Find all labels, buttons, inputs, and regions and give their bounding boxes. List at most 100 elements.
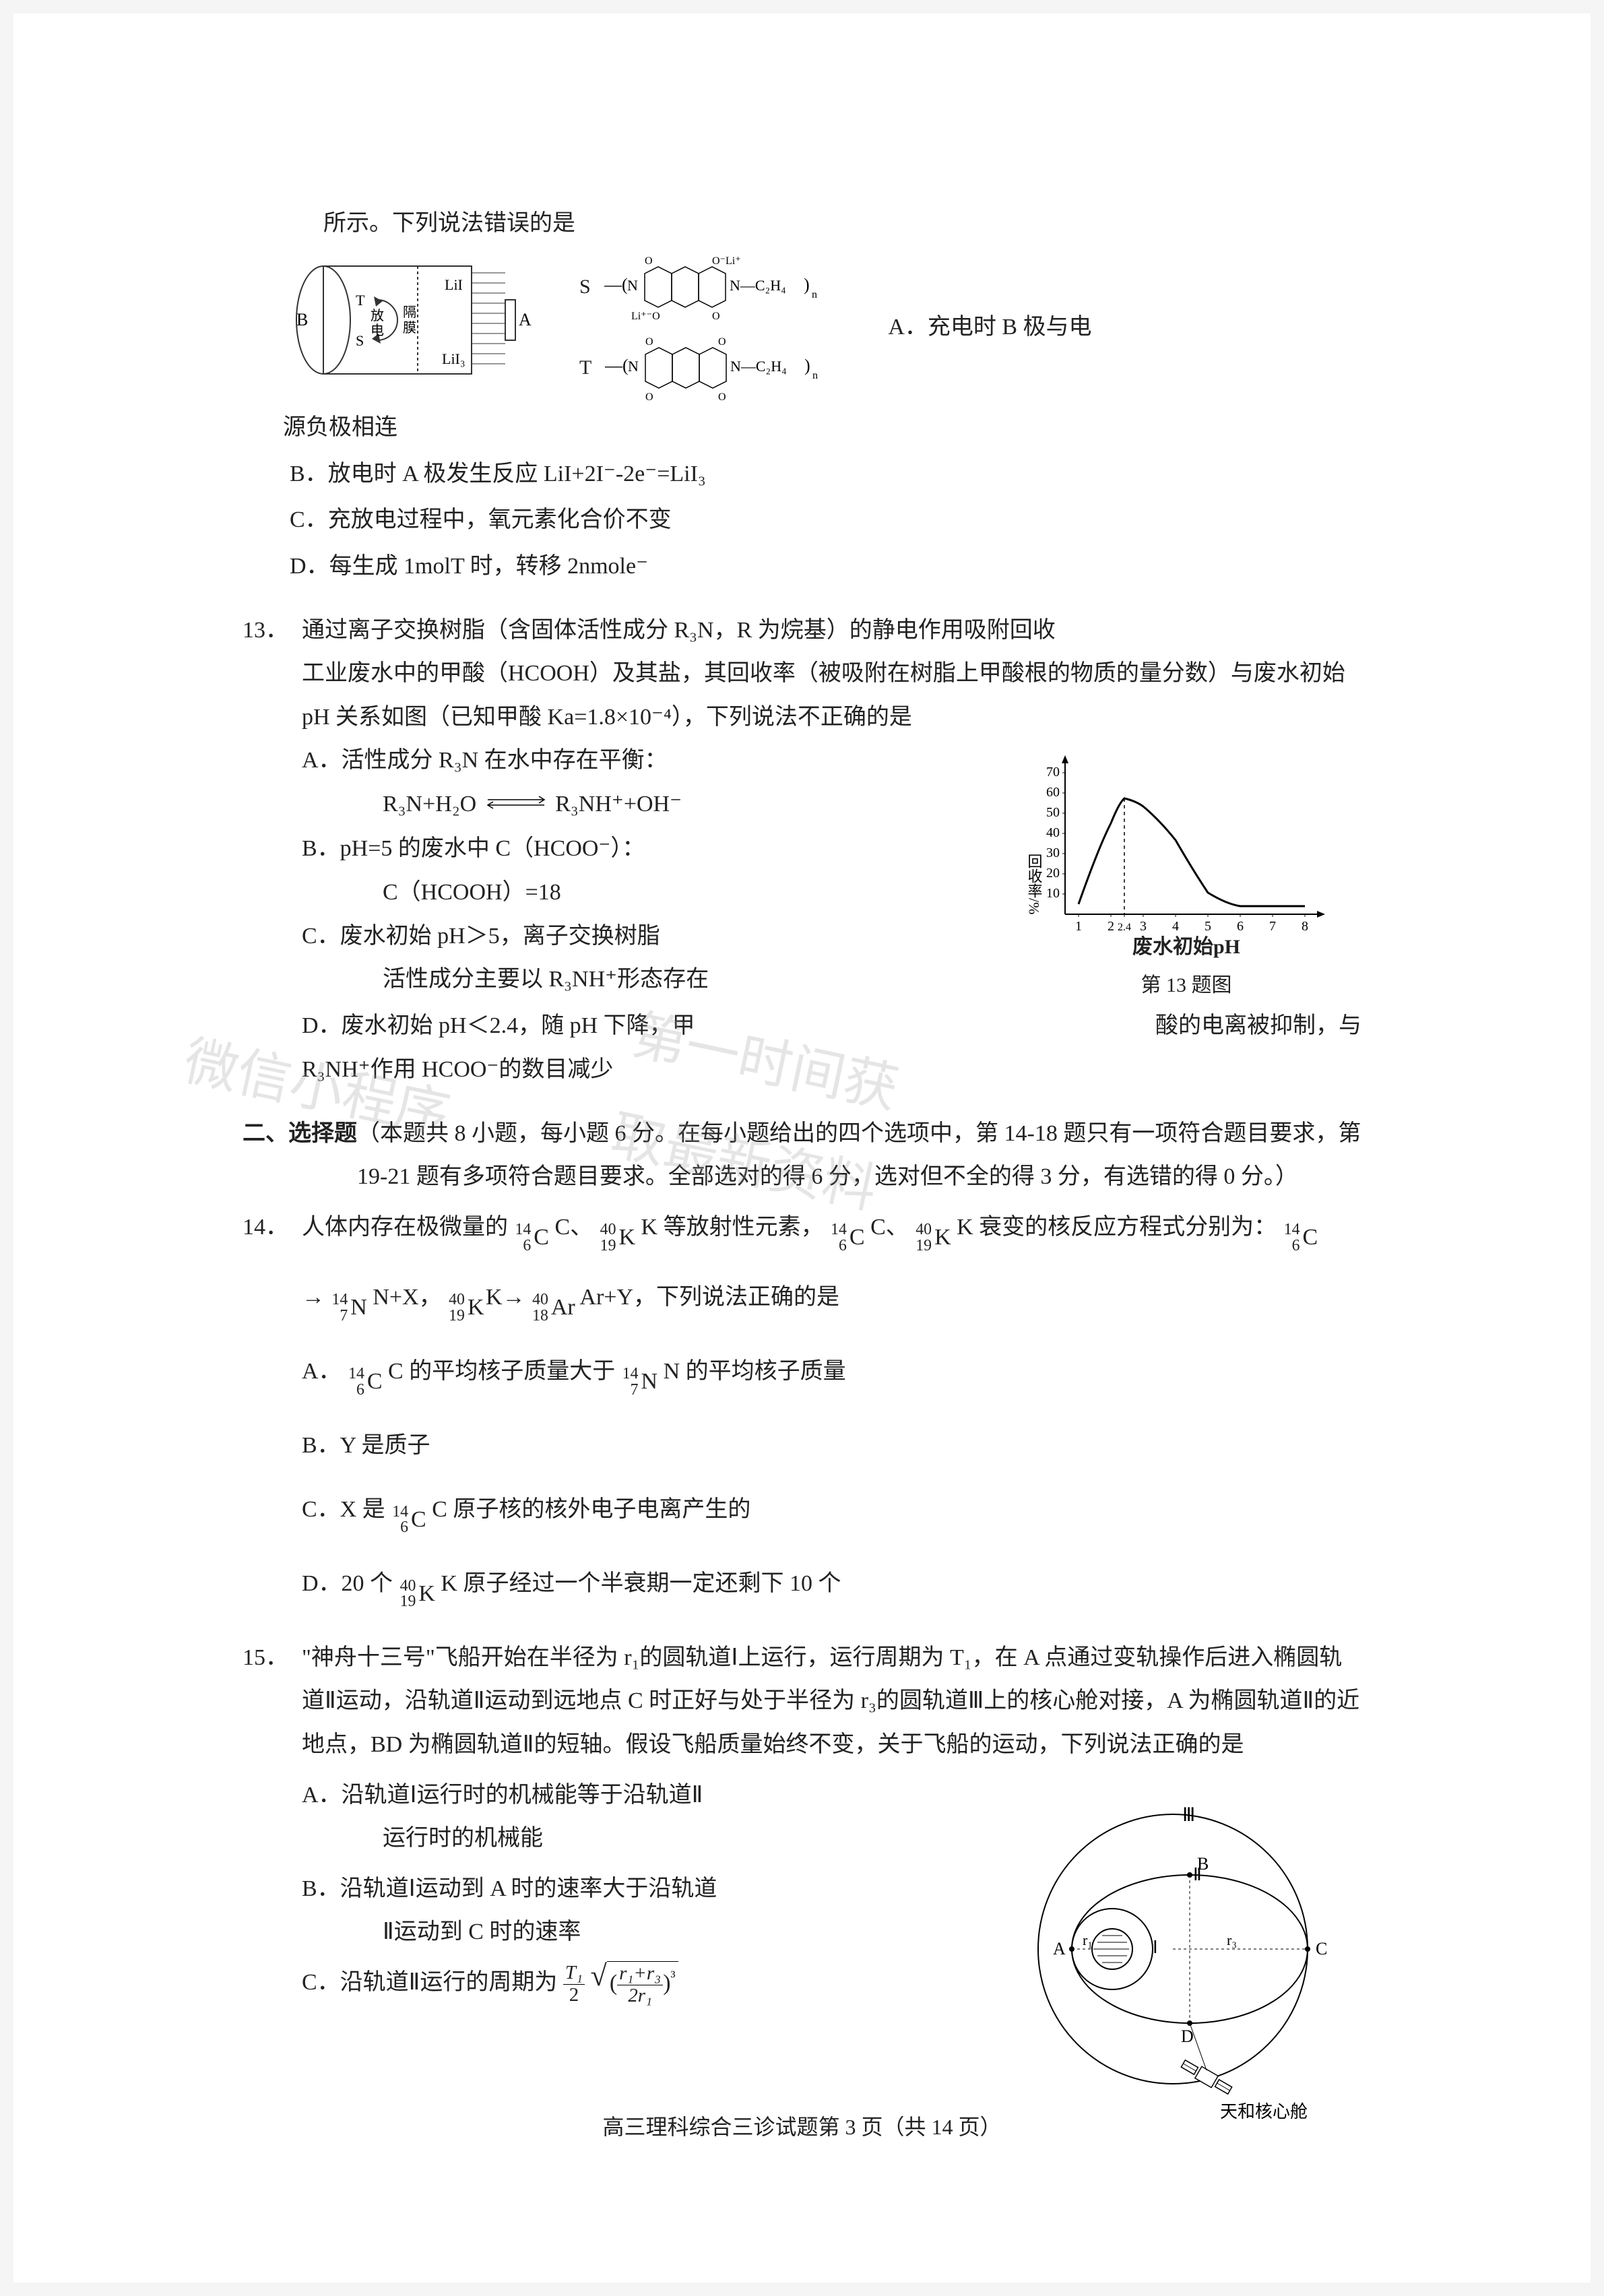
- svg-text:6: 6: [1237, 919, 1244, 934]
- q15-optB1: B．沿轨道Ⅰ运动到 A 时的速率大于沿轨道: [302, 1868, 998, 1911]
- q13-optD1: D．废水初始 pH＜2.4，随 pH 下降，甲: [302, 1004, 695, 1048]
- svg-text:4: 4: [1172, 919, 1179, 934]
- q12-figure-row: B A T S LiI LiI₃ 隔 膜 放 电: [283, 253, 1361, 403]
- svg-text:70: 70: [1046, 765, 1060, 779]
- q13-optA-eq: R₃N+H₂O R₃NH⁺+OH⁻: [302, 783, 998, 828]
- svg-text:C: C: [1316, 1939, 1327, 1958]
- q14-stem-line2: → 147N N+X， 4019K K→ 4018Ar Ar+Y，下列说法正确的…: [302, 1276, 1361, 1330]
- q12-block: 所示。下列说法错误的是 B A T S LiI LiI₃ 隔: [243, 202, 1361, 589]
- battery-discharge-label2: 电: [371, 323, 384, 338]
- q12-molecule-diagrams: S —( N O O⁻Li⁺ Li⁺⁻O O N—C₂H₄ ) n: [579, 253, 861, 402]
- svg-text:O: O: [645, 336, 653, 348]
- q14-stem-line1: 人体内存在极微量的 146C C、 4019K K 等放射性元素， 146C C…: [302, 1206, 1361, 1260]
- svg-text:O: O: [712, 311, 720, 321]
- svg-text:40: 40: [1046, 825, 1060, 840]
- q14-optA: A． 146C C 的平均核子质量大于 147N N 的平均核子质量: [302, 1350, 1361, 1404]
- q15-block: 15． "神舟十三号"飞船开始在半径为 r₁的圆轨道Ⅰ上运行，运行周期为 T₁，…: [243, 1636, 1361, 2104]
- q14-block: 14． 人体内存在极微量的 146C C、 4019K K 等放射性元素， 14…: [243, 1206, 1361, 1616]
- q13-stem1: 通过离子交换树脂（含固体活性成分 R₃N，R 为烷基）的静电作用吸附回收: [302, 609, 1361, 653]
- q12-optC: C．充放电过程中，氧元素化合价不变: [243, 499, 1361, 542]
- q15-stem: "神舟十三号"飞船开始在半径为 r₁的圆轨道Ⅰ上运行，运行周期为 T₁，在 A …: [302, 1636, 1361, 1767]
- q13-chart: 10 20 30 40 50 60 70 1: [1025, 746, 1335, 921]
- battery-S-label: S: [356, 332, 364, 349]
- q15-optC: C．沿轨道Ⅱ运行的周期为 T₁ 2 √ ( r₁+r₃ 2r₁: [302, 1961, 998, 2007]
- q13-stem2: 工业废水中的甲酸（HCOOH）及其盐，其回收率（被吸附在树脂上甲酸根的物质的量分…: [302, 652, 1361, 739]
- section2-heading: 二、选择题 （本题共 8 小题，每小题 6 分。在每小题给出的四个选项中，第 1…: [243, 1112, 1361, 1199]
- svg-text:50: 50: [1046, 805, 1060, 820]
- svg-text:7: 7: [1269, 919, 1276, 934]
- svg-text:r₃: r₃: [1227, 1932, 1237, 1948]
- svg-text:n: n: [812, 289, 817, 300]
- svg-text:r₁: r₁: [1083, 1932, 1093, 1948]
- battery-B-label: B: [296, 310, 308, 329]
- svg-text:Ⅰ: Ⅰ: [1153, 1938, 1158, 1957]
- battery-membrane-label2: 膜: [403, 320, 416, 336]
- section2-label: 二、选择题: [243, 1112, 357, 1156]
- q12-intro: 所示。下列说法错误的是: [243, 202, 1361, 246]
- svg-text:Ⅲ: Ⅲ: [1182, 1805, 1195, 1826]
- svg-text:n: n: [812, 370, 818, 381]
- q13-optD1-tail: 酸的电离被抑制，与: [1155, 1004, 1361, 1048]
- battery-A-label: A: [519, 310, 532, 329]
- q14-optC: C．X 是 146C C 原子核的核外电子电离产生的: [302, 1488, 1361, 1542]
- battery-LiI3-label: LiI₃: [442, 350, 466, 367]
- svg-text:N—C₂H₄: N—C₂H₄: [730, 358, 787, 375]
- q15-optA2: 运行时的机械能: [302, 1817, 998, 1861]
- q12-optD: D．每生成 1molT 时，转移 2nmole⁻: [243, 545, 1361, 589]
- svg-text:Li⁺⁻O: Li⁺⁻O: [631, 311, 660, 321]
- svg-text:2: 2: [1108, 919, 1114, 934]
- q13-optD2: R₃NH⁺作用 HCOO⁻的数目减少: [302, 1048, 1361, 1092]
- svg-text:B: B: [1197, 1854, 1209, 1874]
- battery-membrane-label: 隔: [403, 305, 416, 320]
- svg-text:—(: —(: [605, 356, 629, 375]
- svg-text:O: O: [645, 391, 653, 402]
- q14-optD: D．20 个 4019K K 原子经过一个半衰期一定还剩下 10 个: [302, 1562, 1361, 1616]
- battery-LiI-label: LiI: [445, 276, 463, 293]
- q14-num: 14．: [243, 1206, 288, 1250]
- svg-text:3: 3: [1140, 919, 1147, 934]
- svg-text:2.4: 2.4: [1118, 922, 1131, 933]
- q12-optB: B．放电时 A 极发生反应 LiI+2I⁻-2e⁻=LiI₃: [243, 453, 1361, 497]
- exam-page: 所示。下列说法错误的是 B A T S LiI LiI₃ 隔: [13, 13, 1591, 2283]
- svg-text:O: O: [718, 336, 726, 348]
- q15-orbit-diagram: Ⅲ: [1011, 1781, 1335, 2104]
- q13-optC2: 活性成分主要以 R₃NH⁺形态存在: [302, 958, 998, 1002]
- svg-text:N—C₂H₄: N—C₂H₄: [730, 277, 786, 294]
- svg-text:A: A: [1053, 1939, 1066, 1958]
- q15-num: 15．: [243, 1636, 288, 1680]
- svg-text:O⁻Li⁺: O⁻Li⁺: [712, 255, 741, 267]
- q13-block: 13． 通过离子交换树脂（含固体活性成分 R₃N，R 为烷基）的静电作用吸附回收…: [243, 609, 1361, 1092]
- q13-optC1: C．废水初始 pH＞5，离子交换树脂: [302, 915, 998, 959]
- svg-text:—(: —(: [604, 275, 628, 294]
- mol-T-label: T: [579, 348, 591, 387]
- mol-S-label: S: [579, 267, 591, 306]
- q12-optA: A．充电时 B 极与电: [888, 306, 1091, 350]
- q14-optB: B．Y 是质子: [302, 1424, 1361, 1468]
- svg-text:60: 60: [1046, 785, 1060, 800]
- svg-text:): ): [804, 356, 810, 375]
- q13-num: 13．: [243, 609, 288, 653]
- battery-discharge-label: 放: [371, 308, 384, 323]
- battery-T-label: T: [356, 292, 365, 309]
- q12-battery-diagram: B A T S LiI LiI₃ 隔 膜 放 电: [283, 253, 552, 403]
- q15-optA1: A．沿轨道Ⅰ运行时的机械能等于沿轨道Ⅱ: [302, 1774, 998, 1818]
- svg-text:30: 30: [1046, 846, 1060, 860]
- q12-negsrc: 源负极相连: [243, 406, 1361, 450]
- svg-text:8: 8: [1302, 919, 1308, 934]
- q15-optB2: Ⅱ运动到 C 时的速率: [302, 1911, 998, 1954]
- svg-text:N: N: [627, 277, 638, 294]
- section2-desc: （本题共 8 小题，每小题 6 分。在每小题给出的四个选项中，第 14-18 题…: [357, 1112, 1361, 1199]
- page-footer: 高三理科综合三诊试题第 3 页（共 14 页）: [13, 2107, 1591, 2148]
- q13-chart-caption: 第 13 题图: [1011, 966, 1361, 1004]
- svg-text:O: O: [718, 391, 726, 402]
- svg-text:10: 10: [1046, 886, 1060, 901]
- svg-text:回收率/%: 回收率/%: [1026, 854, 1043, 914]
- svg-text:5: 5: [1205, 919, 1211, 934]
- q13-optA1: A．活性成分 R₃N 在水中存在平衡：: [302, 739, 998, 783]
- q13-optB1: B．pH=5 的废水中 C（HCOO⁻）：: [302, 827, 998, 871]
- svg-text:N: N: [628, 358, 639, 375]
- svg-text:1: 1: [1075, 919, 1082, 934]
- svg-text:20: 20: [1046, 866, 1060, 881]
- svg-text:): ): [804, 275, 810, 294]
- svg-text:O: O: [645, 255, 653, 267]
